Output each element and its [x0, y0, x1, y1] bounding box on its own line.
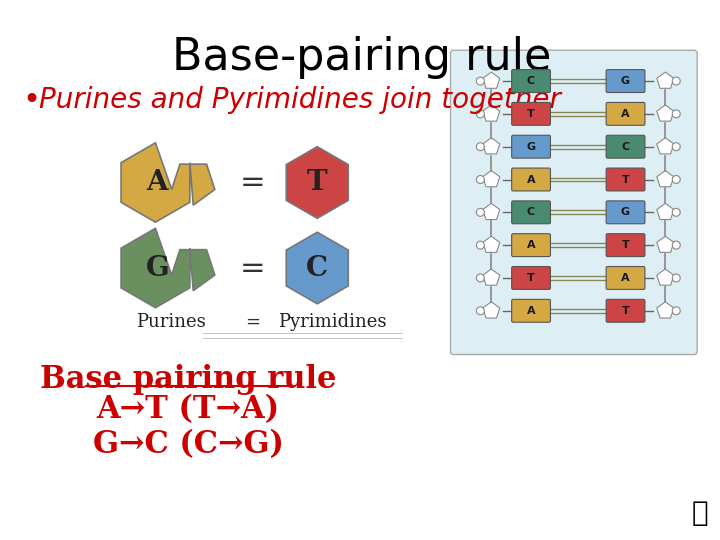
- Text: A: A: [527, 306, 536, 316]
- Text: C: C: [527, 76, 535, 86]
- Text: =: =: [240, 253, 266, 282]
- Circle shape: [672, 274, 680, 282]
- Text: A: A: [527, 240, 536, 250]
- FancyBboxPatch shape: [512, 299, 551, 322]
- Text: Base-pairing rule: Base-pairing rule: [172, 36, 552, 79]
- Text: G: G: [145, 254, 169, 281]
- Text: C: C: [527, 207, 535, 217]
- FancyBboxPatch shape: [606, 168, 645, 191]
- Text: G: G: [621, 76, 630, 86]
- Circle shape: [672, 307, 680, 315]
- FancyBboxPatch shape: [512, 234, 551, 256]
- Text: A: A: [621, 273, 630, 283]
- Polygon shape: [287, 232, 348, 304]
- FancyBboxPatch shape: [606, 201, 645, 224]
- FancyBboxPatch shape: [606, 267, 645, 289]
- Text: T: T: [527, 273, 535, 283]
- FancyBboxPatch shape: [512, 70, 551, 92]
- Circle shape: [477, 110, 485, 118]
- Text: T: T: [307, 169, 328, 196]
- FancyBboxPatch shape: [606, 234, 645, 256]
- Text: •: •: [22, 86, 40, 115]
- Text: A: A: [147, 169, 168, 196]
- Polygon shape: [483, 171, 500, 187]
- FancyBboxPatch shape: [512, 267, 551, 289]
- Polygon shape: [121, 143, 215, 222]
- Polygon shape: [483, 302, 500, 318]
- FancyBboxPatch shape: [451, 50, 697, 355]
- Polygon shape: [287, 147, 348, 218]
- Text: C: C: [621, 141, 629, 152]
- Polygon shape: [121, 228, 215, 308]
- Text: =: =: [245, 313, 260, 330]
- Polygon shape: [657, 138, 674, 154]
- Circle shape: [672, 208, 680, 217]
- Circle shape: [672, 110, 680, 118]
- Text: =: =: [240, 168, 266, 197]
- Text: T: T: [621, 240, 629, 250]
- Polygon shape: [657, 269, 674, 285]
- Text: C: C: [306, 254, 328, 281]
- Polygon shape: [657, 105, 674, 121]
- FancyBboxPatch shape: [606, 299, 645, 322]
- Circle shape: [477, 208, 485, 217]
- Circle shape: [672, 241, 680, 249]
- Polygon shape: [483, 269, 500, 285]
- Circle shape: [477, 274, 485, 282]
- FancyBboxPatch shape: [606, 135, 645, 158]
- Circle shape: [477, 241, 485, 249]
- Text: G: G: [621, 207, 630, 217]
- Circle shape: [477, 307, 485, 315]
- Polygon shape: [657, 236, 674, 252]
- Polygon shape: [657, 171, 674, 187]
- Polygon shape: [483, 105, 500, 121]
- Text: G: G: [526, 141, 536, 152]
- Polygon shape: [657, 204, 674, 220]
- Text: T: T: [621, 306, 629, 316]
- Text: Purines: Purines: [136, 313, 206, 330]
- FancyBboxPatch shape: [512, 201, 551, 224]
- Text: A→T (T→A): A→T (T→A): [96, 394, 279, 426]
- Text: A: A: [621, 109, 630, 119]
- FancyBboxPatch shape: [512, 168, 551, 191]
- Circle shape: [477, 77, 485, 85]
- Polygon shape: [483, 236, 500, 252]
- Text: Purines and Pyrimidines join together: Purines and Pyrimidines join together: [39, 86, 561, 114]
- Polygon shape: [483, 204, 500, 220]
- Circle shape: [477, 176, 485, 184]
- Polygon shape: [657, 72, 674, 89]
- FancyBboxPatch shape: [606, 103, 645, 125]
- Polygon shape: [483, 72, 500, 89]
- Text: 🐸: 🐸: [692, 498, 708, 526]
- FancyBboxPatch shape: [606, 70, 645, 92]
- Text: G→C (C→G): G→C (C→G): [93, 429, 284, 460]
- Circle shape: [672, 143, 680, 151]
- Text: T: T: [527, 109, 535, 119]
- Text: A: A: [527, 174, 536, 185]
- FancyBboxPatch shape: [512, 103, 551, 125]
- Polygon shape: [657, 302, 674, 318]
- Text: Pyrimidines: Pyrimidines: [278, 313, 387, 330]
- Text: Base pairing rule: Base pairing rule: [40, 364, 336, 395]
- Circle shape: [672, 176, 680, 184]
- Circle shape: [477, 143, 485, 151]
- FancyBboxPatch shape: [512, 135, 551, 158]
- Text: T: T: [621, 174, 629, 185]
- Polygon shape: [483, 138, 500, 154]
- Circle shape: [672, 77, 680, 85]
